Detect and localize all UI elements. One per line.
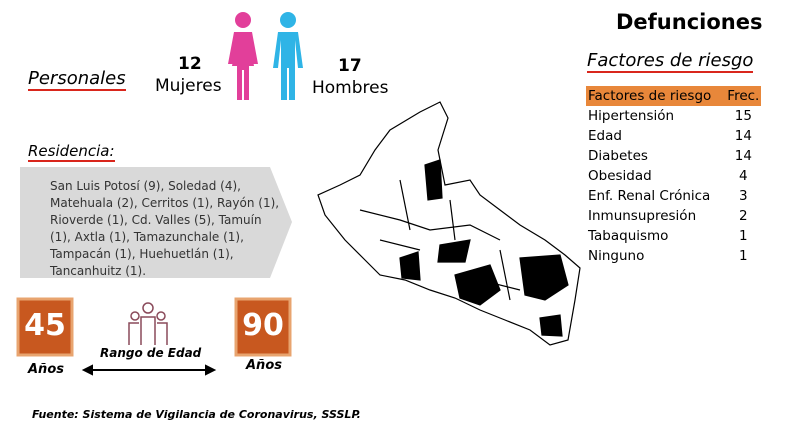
table-row: Enf. Renal Crónica 3 [586,186,761,206]
table-cell: 14 [734,128,752,144]
table-row: Diabetes 14 [586,146,761,166]
risk-table: Factores de riesgo Frec. Hipertensión 15 Eda… [586,86,762,266]
table-row: Hipertensión 15 [586,106,761,126]
table-cell: Diabetes [588,148,648,164]
title: Defunciones [616,10,763,34]
label: Mujeres [155,76,222,96]
female-icon [228,12,258,100]
table-cell: Hipertensión [588,108,675,124]
table-row: Inmunsupresión 2 [586,206,761,226]
age-value: 45 [24,308,66,343]
count: 12 [178,54,202,74]
table-cell: 1 [739,248,748,264]
residence-text: San Luis Potosí (9), Soledad (4), Matehu… [50,179,280,278]
table-cell: Enf. Renal Crónica [588,188,711,204]
table-row: Tabaquismo 1 [586,226,761,246]
people-icon [128,302,168,345]
label: Hombres [312,78,389,98]
table-cell: Inmunsupresión [588,208,697,224]
age-box [16,297,74,357]
table-cell: 2 [739,208,748,224]
table-row: Obesidad 4 [586,166,761,186]
age-unit: Años [28,362,64,377]
table-cell: Tabaquismo [588,228,669,244]
source: Fuente: Sistema de Vigilancia de Coronav… [32,408,361,421]
table-cell: 4 [739,168,748,184]
table-cell: 15 [734,108,752,124]
table-row: Edad 14 [586,126,761,146]
age-label: Rango de Edad [100,346,202,360]
table-cell: Frec. [713,86,762,106]
range-arrow [81,364,217,376]
table-cell: 3 [739,188,748,204]
table-cell: 1 [739,228,748,244]
table-cell: Obesidad [588,168,652,184]
section-heading: Personales [28,68,126,91]
table-cell: 14 [734,148,752,164]
count: 17 [338,56,362,76]
table-cell: Edad [588,128,622,144]
male-icon [273,12,303,100]
section-heading: Factores de riesgo [587,50,754,73]
residence-box [20,167,292,278]
table-cell: Factores de riesgo [586,86,714,106]
table-row: Ninguno 1 [586,246,761,266]
age-unit: Años [246,358,282,373]
section-heading: Residencia: [28,142,115,162]
age-value: 90 [242,308,284,343]
table-cell: Ninguno [588,248,645,264]
age-box [234,297,292,357]
table-row: Factores de riesgo Frec. [586,86,762,106]
map [317,101,581,346]
